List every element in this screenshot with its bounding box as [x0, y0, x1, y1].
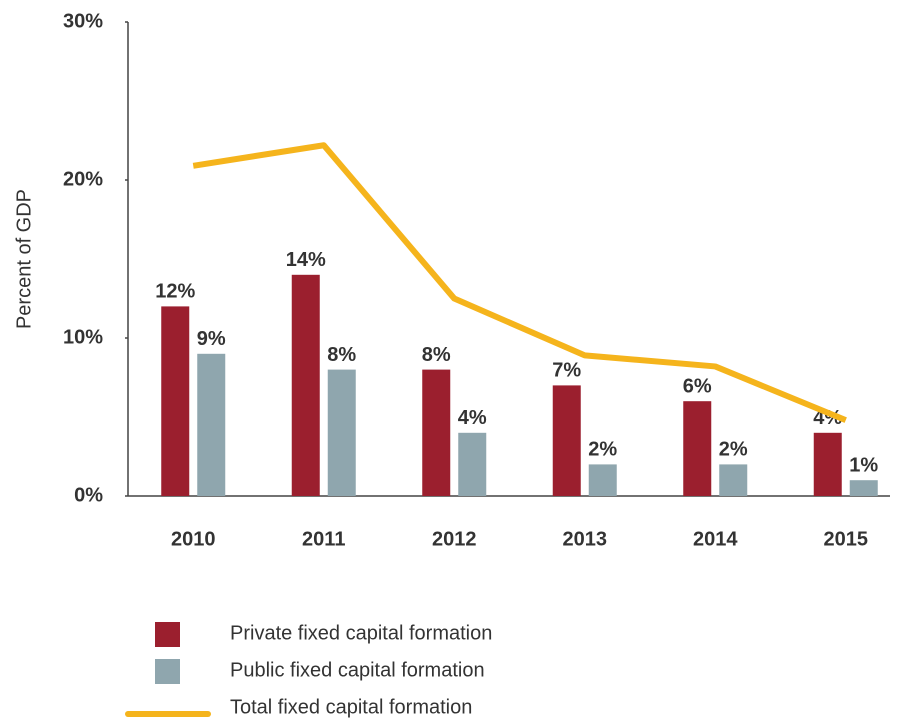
x-tick-label: 2011	[302, 528, 345, 550]
legend-swatch	[155, 659, 180, 684]
x-tick-label: 2014	[693, 528, 738, 550]
bar	[291, 274, 320, 496]
value-label: 14%	[286, 249, 326, 271]
bar	[588, 464, 617, 496]
line	[192, 142, 847, 423]
value-label: 2%	[719, 439, 748, 461]
bar	[327, 369, 356, 496]
x-tick-label: 2015	[824, 528, 869, 550]
value-label: 4%	[458, 407, 487, 429]
x-tick-label: 2012	[432, 528, 477, 550]
bar	[849, 480, 878, 496]
value-label: 7%	[552, 360, 581, 382]
value-label: 8%	[422, 344, 451, 366]
y-tick-label: 10%	[63, 326, 103, 348]
y-tick-label: 20%	[63, 168, 103, 190]
y-tick-label: 30%	[63, 10, 103, 32]
bar	[197, 353, 226, 496]
legend-label: Private fixed capital formation	[230, 622, 492, 644]
legend-label: Total fixed capital formation	[230, 696, 472, 718]
bar	[161, 306, 190, 496]
value-label: 12%	[155, 281, 195, 303]
bar	[719, 464, 748, 496]
value-label: 1%	[849, 454, 878, 476]
x-tick-label: 2013	[563, 528, 608, 550]
legend-label: Public fixed capital formation	[230, 659, 485, 681]
bar	[422, 369, 451, 496]
value-label: 2%	[588, 439, 617, 461]
value-label: 6%	[683, 375, 712, 397]
y-axis-label: Percent of GDP	[13, 189, 35, 329]
bar	[813, 432, 842, 496]
y-tick-label: 0%	[74, 484, 103, 506]
value-label: 9%	[197, 328, 226, 350]
bar	[458, 432, 487, 496]
legend-swatch	[155, 622, 180, 647]
x-tick-label: 2010	[171, 528, 216, 550]
bar	[683, 401, 712, 496]
value-label: 8%	[327, 344, 356, 366]
bar	[552, 385, 581, 496]
